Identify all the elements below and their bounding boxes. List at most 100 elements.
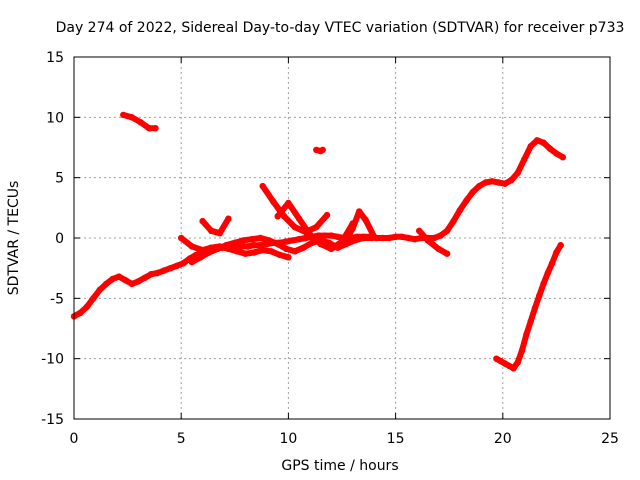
data-point <box>257 242 264 249</box>
y-axis-label: SDTVAR / TECUs <box>6 181 22 296</box>
data-point <box>214 245 221 253</box>
data-point <box>188 258 196 266</box>
data-point <box>306 231 313 238</box>
data-point <box>167 265 174 272</box>
y-tick-label: -10 <box>41 352 64 368</box>
data-point <box>386 234 393 242</box>
data-point <box>514 359 521 366</box>
data-point <box>456 207 464 214</box>
data-point <box>540 280 547 288</box>
data-point <box>285 254 292 261</box>
data-point <box>495 179 502 186</box>
data-point <box>295 215 303 222</box>
axis-ticks: 0 5 10 15 20 25 -15 -10 -5 0 5 10 15 <box>41 50 619 447</box>
data-point <box>328 232 335 239</box>
data-point <box>488 178 496 185</box>
data-point <box>379 234 386 242</box>
data-point <box>469 188 476 196</box>
data-point <box>231 239 238 246</box>
data-point <box>392 233 399 240</box>
data-point <box>431 234 438 242</box>
data-point <box>197 254 204 261</box>
data-point <box>527 318 534 325</box>
x-tick-label: 25 <box>601 431 619 447</box>
data-point <box>137 119 144 126</box>
data-point <box>283 245 290 253</box>
data-point <box>323 211 331 219</box>
x-axis-label: GPS time / hours <box>281 458 398 474</box>
data-point <box>416 227 423 234</box>
data-point <box>242 250 249 257</box>
data-point <box>291 223 298 231</box>
data-point <box>128 280 136 288</box>
y-tick-label: 15 <box>46 50 64 66</box>
data-point <box>103 280 110 288</box>
data-point <box>553 249 560 256</box>
data-point <box>128 114 136 121</box>
data-point <box>351 237 359 244</box>
data-point <box>536 292 543 300</box>
data-point <box>476 182 483 190</box>
data-point <box>115 273 123 280</box>
data-point <box>276 251 283 259</box>
data-point <box>362 216 369 224</box>
data-series-7-line <box>416 227 451 257</box>
data-point <box>356 208 363 215</box>
data-point <box>501 180 509 187</box>
data-point <box>205 249 213 256</box>
data-point <box>349 225 356 232</box>
data-point <box>233 248 241 255</box>
data-point <box>148 271 155 278</box>
data-point <box>514 169 521 176</box>
data-point <box>531 304 539 312</box>
x-tick-label: 15 <box>387 431 405 447</box>
data-point <box>544 269 551 277</box>
data-series-2-line <box>188 235 375 266</box>
data-series-3-line <box>199 215 232 237</box>
y-tick-label: -5 <box>50 291 64 307</box>
data-point <box>546 145 554 152</box>
data-point <box>283 238 290 245</box>
data-point <box>225 215 232 222</box>
data-point <box>199 217 206 225</box>
data-point <box>553 150 560 157</box>
data-point <box>289 237 296 244</box>
data-point <box>300 244 307 251</box>
data-point <box>270 198 277 205</box>
data-point <box>437 232 444 239</box>
data-point <box>274 240 281 248</box>
data-point <box>250 249 258 256</box>
data-point <box>238 243 245 250</box>
data-point <box>371 233 378 240</box>
data-point <box>518 347 526 354</box>
y-tick-label: 0 <box>55 231 64 247</box>
data-point <box>405 234 412 242</box>
data-point <box>285 199 292 207</box>
data-point <box>223 242 230 249</box>
y-tick-label: 10 <box>46 110 64 126</box>
data-point <box>321 232 328 239</box>
data-point <box>96 286 103 294</box>
data-point <box>135 278 142 285</box>
data-point <box>141 274 148 281</box>
data-point <box>508 176 515 184</box>
data-point <box>291 248 298 255</box>
data-point <box>250 242 258 249</box>
data-point <box>398 233 406 240</box>
data-point <box>450 217 457 225</box>
data-point <box>527 143 534 150</box>
data-point <box>120 111 127 119</box>
data-point <box>188 243 196 250</box>
data-point <box>443 227 451 234</box>
data-point <box>317 240 324 248</box>
data-point <box>248 236 256 243</box>
data-point <box>259 246 266 254</box>
data-point <box>77 309 84 316</box>
data-point <box>523 331 530 338</box>
data-point <box>90 295 97 302</box>
data-point <box>443 250 451 257</box>
data-point <box>173 262 181 269</box>
data-point <box>510 365 517 372</box>
data-point <box>548 260 556 267</box>
